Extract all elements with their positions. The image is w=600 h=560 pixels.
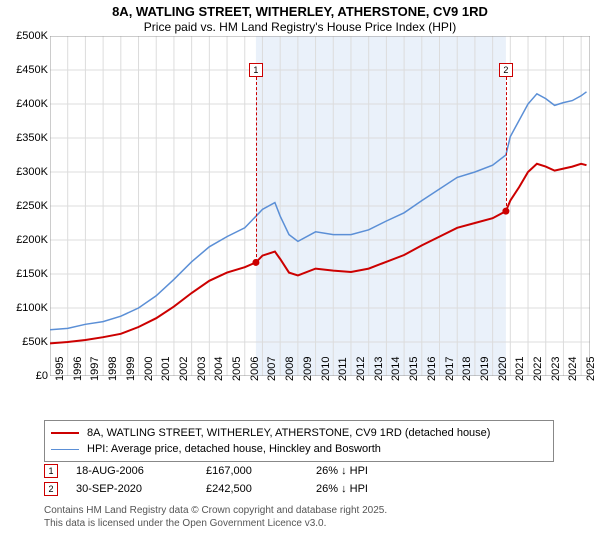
annotation-line	[506, 77, 507, 211]
x-tick-label: 2021	[514, 357, 526, 381]
legend-row: HPI: Average price, detached house, Hinc…	[51, 441, 547, 457]
x-tick-label: 1997	[89, 357, 101, 381]
x-tick-label: 2006	[249, 357, 261, 381]
annotation-marker-2: 2	[499, 63, 513, 77]
marker-delta: 26% ↓ HPI	[316, 465, 426, 477]
y-tick-label: £400K	[16, 98, 48, 110]
x-tick-label: 2015	[408, 357, 420, 381]
x-tick-label: 2003	[196, 357, 208, 381]
y-tick-label: £250K	[16, 200, 48, 212]
x-tick-label: 2001	[160, 357, 172, 381]
x-tick-label: 2008	[284, 357, 296, 381]
footnote: Contains HM Land Registry data © Crown c…	[44, 504, 387, 530]
x-tick-label: 2007	[266, 357, 278, 381]
legend-swatch	[51, 432, 79, 434]
legend: 8A, WATLING STREET, WITHERLEY, ATHERSTON…	[44, 420, 554, 462]
x-tick-label: 2002	[178, 357, 190, 381]
legend-label: 8A, WATLING STREET, WITHERLEY, ATHERSTON…	[87, 427, 490, 439]
y-tick-label: £150K	[16, 268, 48, 280]
chart-title-2: Price paid vs. HM Land Registry's House …	[0, 20, 600, 34]
x-tick-label: 2014	[390, 357, 402, 381]
marker-date: 30-SEP-2020	[76, 483, 206, 495]
x-tick-label: 2022	[532, 357, 544, 381]
x-tick-label: 1995	[54, 357, 66, 381]
y-tick-label: £200K	[16, 234, 48, 246]
x-tick-label: 1999	[125, 357, 137, 381]
y-tick-label: £100K	[16, 302, 48, 314]
y-tick-label: £0	[36, 370, 48, 382]
x-tick-label: 2024	[567, 357, 579, 381]
legend-row: 8A, WATLING STREET, WITHERLEY, ATHERSTON…	[51, 425, 547, 441]
marker-date: 18-AUG-2006	[76, 465, 206, 477]
markers-table: 1 18-AUG-2006£167,00026% ↓ HPI 2 30-SEP-202…	[44, 462, 426, 498]
marker-price: £242,500	[206, 483, 316, 495]
marker-box-2: 2	[44, 482, 58, 496]
marker-row: 2 30-SEP-2020£242,50026% ↓ HPI	[44, 480, 426, 498]
x-tick-label: 2017	[444, 357, 456, 381]
legend-swatch	[51, 449, 79, 450]
annotation-line	[256, 77, 257, 262]
x-tick-label: 2025	[585, 357, 597, 381]
x-tick-label: 2023	[550, 357, 562, 381]
marker-row: 1 18-AUG-2006£167,00026% ↓ HPI	[44, 462, 426, 480]
y-tick-label: £500K	[16, 30, 48, 42]
x-tick-label: 2020	[497, 357, 509, 381]
x-tick-label: 2010	[320, 357, 332, 381]
y-tick-label: £50K	[22, 336, 48, 348]
y-tick-label: £450K	[16, 64, 48, 76]
y-tick-label: £350K	[16, 132, 48, 144]
x-tick-label: 1996	[72, 357, 84, 381]
x-tick-label: 2018	[461, 357, 473, 381]
footnote-line2: This data is licensed under the Open Gov…	[44, 517, 387, 530]
x-tick-label: 2019	[479, 357, 491, 381]
x-tick-label: 2004	[213, 357, 225, 381]
x-tick-label: 2012	[355, 357, 367, 381]
legend-label: HPI: Average price, detached house, Hinc…	[87, 443, 381, 455]
chart-plot	[50, 36, 590, 376]
x-tick-label: 1998	[107, 357, 119, 381]
marker-delta: 26% ↓ HPI	[316, 483, 426, 495]
x-tick-label: 2005	[231, 357, 243, 381]
x-tick-label: 2016	[426, 357, 438, 381]
y-tick-label: £300K	[16, 166, 48, 178]
chart-area: £0 £50K £100K £150K £200K £250K £300K £350K £400…	[0, 36, 600, 416]
marker-price: £167,000	[206, 465, 316, 477]
x-tick-label: 2013	[373, 357, 385, 381]
chart-title-1: 8A, WATLING STREET, WITHERLEY, ATHERSTON…	[0, 4, 600, 19]
x-tick-label: 2009	[302, 357, 314, 381]
annotation-marker-1: 1	[249, 63, 263, 77]
marker-box-1: 1	[44, 464, 58, 478]
x-tick-label: 2000	[143, 357, 155, 381]
x-tick-label: 2011	[337, 357, 349, 381]
footnote-line1: Contains HM Land Registry data © Crown c…	[44, 504, 387, 517]
